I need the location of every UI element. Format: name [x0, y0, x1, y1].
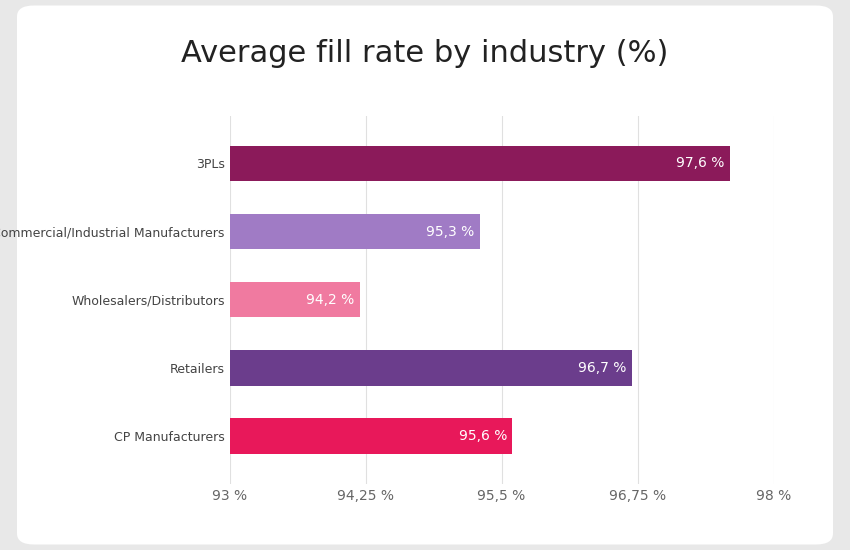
Text: 96,7 %: 96,7 %	[578, 361, 626, 375]
Bar	[230, 146, 730, 181]
Text: 95,3 %: 95,3 %	[426, 224, 474, 239]
Bar	[230, 350, 632, 386]
Text: 95,6 %: 95,6 %	[458, 429, 507, 443]
FancyBboxPatch shape	[17, 6, 833, 544]
Bar	[230, 419, 513, 454]
Text: Average fill rate by industry (%): Average fill rate by industry (%)	[181, 39, 669, 68]
Bar	[230, 282, 360, 317]
Text: 94,2 %: 94,2 %	[306, 293, 354, 307]
Bar	[230, 214, 479, 249]
Text: 97,6 %: 97,6 %	[676, 156, 724, 170]
